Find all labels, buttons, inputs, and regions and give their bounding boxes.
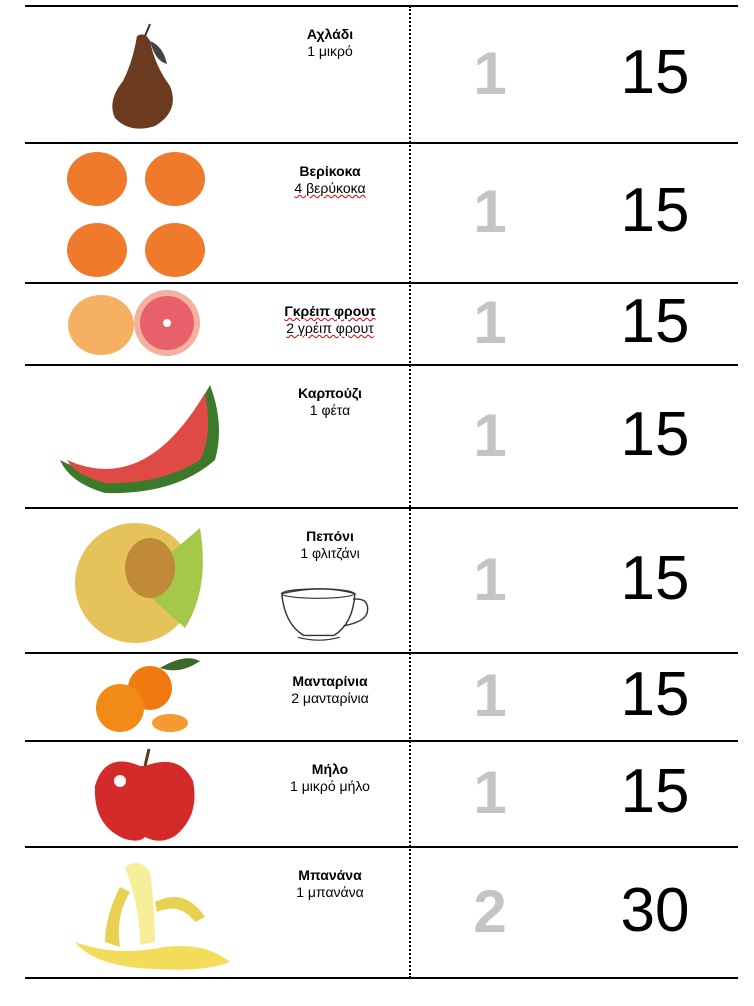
- food-name: Μπανάνα: [298, 867, 362, 883]
- food-name: Γκρέιπ φρουτ: [284, 303, 376, 319]
- apple-icon: [45, 741, 245, 847]
- row-divider: [25, 142, 738, 144]
- row-divider: [25, 507, 738, 509]
- food-amount: 2 γρέιπ φρουτ: [286, 320, 374, 336]
- table-row: Μπανάνα 1 μπανάνα 2 30: [25, 847, 738, 978]
- food-amount: 1 φλιτζάνι: [300, 545, 360, 561]
- row-divider: [25, 282, 738, 284]
- food-name: Καρπούζι: [298, 385, 362, 401]
- food-description: Μήλο 1 μικρό μήλο: [255, 761, 405, 795]
- food-description: Γκρέιπ φρουτ 2 γρέιπ φρουτ: [255, 303, 405, 337]
- row-divider: [25, 652, 738, 654]
- exchange-count: 1: [473, 401, 507, 469]
- food-description: Μανταρίνια 2 μανταρίνια: [255, 673, 405, 707]
- food-name: Βερίκοκα: [299, 163, 361, 179]
- carbohydrate-grams: 15: [620, 287, 690, 356]
- food-amount: 2 μανταρίνια: [291, 690, 369, 706]
- carbohydrate-grams: 15: [620, 660, 690, 729]
- food-description: Μπανάνα 1 μπανάνα: [255, 867, 405, 901]
- carbohydrate-grams: 15: [620, 176, 690, 245]
- table-row: Αχλάδι 1 μικρό 1 15: [25, 6, 738, 143]
- food-amount: 1 φέτα: [309, 402, 351, 418]
- cup-icon: [280, 588, 369, 641]
- carbohydrate-grams: 15: [620, 37, 690, 107]
- food-amount: 1 μπανάνα: [296, 884, 364, 900]
- food-name: Πεπόνι: [306, 528, 354, 544]
- exchange-count: 1: [473, 545, 507, 613]
- grapefruit-icon: [45, 283, 245, 365]
- table-row: Μανταρίνια 2 μανταρίνια 1 15: [25, 653, 738, 741]
- mandarins-icon: [45, 653, 245, 741]
- carbohydrate-grams: 15: [620, 399, 690, 469]
- carbohydrate-grams: 15: [620, 757, 690, 826]
- row-divider: [25, 364, 738, 366]
- food-amount: 1 μικρό μήλο: [290, 778, 370, 794]
- food-name: Αχλάδι: [306, 26, 354, 42]
- apricots-icon: [45, 143, 245, 283]
- table-row: Πεπόνι 1 φλιτζάνι 1 15: [25, 508, 738, 653]
- pear-icon: [45, 6, 245, 143]
- table-row: Μήλο 1 μικρό μήλο 1 15: [25, 741, 738, 847]
- exchange-count: 1: [473, 178, 507, 245]
- food-description: Καρπούζι 1 φέτα: [255, 385, 405, 419]
- food-amount: 4 βερύκοκα: [294, 180, 366, 196]
- food-name: Μανταρίνια: [292, 673, 368, 689]
- exchange-count: 1: [473, 289, 507, 356]
- melon-icon: [45, 508, 245, 653]
- carbohydrate-grams: 15: [620, 543, 690, 613]
- row-divider: [25, 846, 738, 848]
- food-description: Πεπόνι 1 φλιτζάνι: [255, 528, 405, 562]
- row-divider: [25, 740, 738, 742]
- row-divider: [25, 977, 738, 979]
- exchange-count: 1: [473, 39, 507, 107]
- exchange-count: 1: [473, 662, 507, 729]
- row-divider: [25, 5, 738, 7]
- banana-icon: [45, 847, 245, 978]
- food-amount: 1 μικρό: [307, 43, 353, 59]
- food-description: Αχλάδι 1 μικρό: [255, 26, 405, 60]
- table-row: Γκρέιπ φρουτ 2 γρέιπ φρουτ 1 15: [25, 283, 738, 365]
- food-description: Βερίκοκα 4 βερύκοκα: [255, 163, 405, 197]
- exchange-count: 2: [473, 877, 507, 945]
- exchange-count: 1: [473, 759, 507, 826]
- carbohydrate-grams: 30: [620, 875, 690, 945]
- table-row: Βερίκοκα 4 βερύκοκα 1 15: [25, 143, 738, 283]
- watermelon-icon: [45, 365, 245, 508]
- table-row: Καρπούζι 1 φέτα 1 15: [25, 365, 738, 508]
- food-name: Μήλο: [311, 761, 349, 777]
- dotted-column-divider: [409, 6, 411, 978]
